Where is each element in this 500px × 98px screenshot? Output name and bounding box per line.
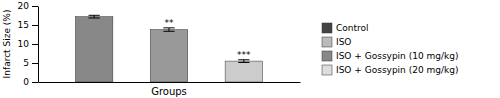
legend-item: ISO + Gossypin (10 mg/kg) xyxy=(322,51,458,61)
bar xyxy=(225,61,262,82)
error-bar-line xyxy=(238,60,249,63)
y-tick: 5 xyxy=(23,58,38,68)
y-tick-mark xyxy=(32,63,38,64)
y-tick: 10 xyxy=(18,39,38,49)
legend-swatch xyxy=(322,51,332,61)
legend-item: ISO xyxy=(322,37,351,47)
y-tick-mark xyxy=(32,82,38,83)
legend-label: ISO xyxy=(336,37,351,47)
y-tick-label: 10 xyxy=(18,39,30,49)
legend-label: ISO + Gossypin (10 mg/kg) xyxy=(336,51,458,61)
y-tick-mark xyxy=(32,6,38,7)
y-tick-mark xyxy=(32,25,38,26)
error-bar xyxy=(163,28,174,31)
error-bar-line xyxy=(89,15,100,18)
y-tick-label: 0 xyxy=(23,77,29,87)
error-bar xyxy=(89,15,100,18)
legend-item: Control xyxy=(322,23,369,33)
y-tick: 0 xyxy=(23,77,38,87)
legend-swatch xyxy=(322,23,332,33)
plot: 05101520***** xyxy=(18,1,301,87)
y-axis-line xyxy=(38,7,39,83)
legend-swatch xyxy=(322,37,332,47)
x-axis-line xyxy=(39,82,301,83)
x-axis xyxy=(39,82,301,83)
legend: Control ISO ISO + Gossypin (10 mg/kg) ISO +… xyxy=(322,23,458,75)
legend-label: Control xyxy=(336,23,369,33)
significance-label: ** xyxy=(165,18,175,28)
legend-label: ISO + Gossypin (20 mg/kg) xyxy=(336,65,458,75)
y-tick: 15 xyxy=(18,20,38,30)
y-tick-label: 5 xyxy=(23,58,29,68)
legend-swatch xyxy=(322,65,332,75)
legend-item: ISO + Gossypin (20 mg/kg) xyxy=(322,65,458,75)
y-axis-title: Infarct Size (%) xyxy=(2,10,12,79)
y-axis: 0 5 10 15 20 xyxy=(18,1,39,87)
bar xyxy=(75,17,112,82)
error-bar-line xyxy=(163,28,174,31)
y-tick: 20 xyxy=(18,1,38,11)
significance-label: *** xyxy=(237,50,251,60)
chart: 05101520*****GroupsInfarct Size (%)Contr… xyxy=(0,0,500,98)
y-tick-label: 15 xyxy=(18,20,29,30)
error-bar xyxy=(238,60,249,63)
x-axis-title: Groups xyxy=(151,86,187,97)
bars xyxy=(75,15,262,82)
y-tick-label: 20 xyxy=(18,1,30,11)
y-tick-mark xyxy=(32,44,38,45)
bar xyxy=(150,30,187,82)
